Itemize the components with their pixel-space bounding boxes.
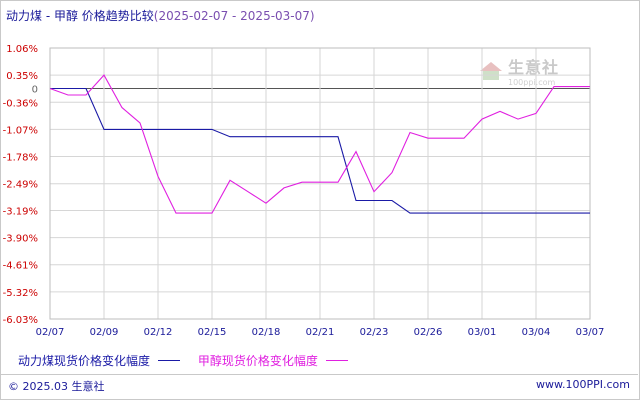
x-tick-label: 03/01 [468, 327, 497, 338]
x-tick-label: 02/18 [252, 327, 281, 338]
title-date-range: (2025-02-07 - 2025-03-07) [153, 9, 315, 23]
y-tick-label: -0.36% [3, 98, 38, 109]
footer-site-link[interactable]: www.100PPI.com [536, 378, 630, 391]
legend-label-series2: 甲醇现货价格变化幅度 [197, 354, 318, 368]
chart-title: 动力煤 - 甲醇 价格趋势比较(2025-02-07 - 2025-03-07) [6, 7, 315, 24]
x-tick-label: 02/15 [198, 327, 227, 338]
footer-divider [0, 374, 638, 375]
title-main: 动力煤 - 甲醇 价格趋势比较 [6, 9, 154, 23]
y-tick-label: -1.07% [3, 125, 38, 136]
x-tick-label: 03/04 [522, 327, 551, 338]
y-tick-label: -3.90% [3, 234, 38, 245]
legend-label-series1: 动力煤现货价格变化幅度 [18, 354, 151, 368]
y-tick-label: -6.03% [3, 315, 38, 326]
legend-swatch-series2 [325, 360, 348, 361]
legend-item-series1: 动力煤现货价格变化幅度 [18, 352, 181, 369]
footer-copyright: © 2025.03 生意社 [8, 380, 105, 393]
watermark-sub: 100ppi.com [508, 78, 556, 87]
x-tick-label: 02/09 [90, 327, 119, 338]
y-tick-label: -3.19% [3, 206, 38, 217]
legend-item-series2: 甲醇现货价格变化幅度 [198, 352, 348, 369]
y-tick-label: 0 [32, 85, 38, 96]
x-tick-label: 03/07 [576, 327, 605, 338]
y-tick-label: -1.78% [3, 153, 38, 164]
legend-swatch-series1 [158, 360, 181, 361]
x-tick-label: 02/12 [144, 327, 173, 338]
y-tick-label: 1.06% [6, 44, 38, 55]
y-tick-label: 0.35% [6, 71, 38, 82]
watermark-text: 生意社 [508, 58, 560, 77]
y-tick-label: -4.61% [3, 261, 38, 272]
x-tick-label: 02/21 [306, 327, 335, 338]
x-tick-label: 02/26 [414, 327, 443, 338]
plot-area-border [49, 47, 591, 320]
y-tick-label: -5.32% [3, 288, 38, 299]
series-line-1 [50, 87, 590, 214]
legend: 动力煤现货价格变化幅度 甲醇现货价格变化幅度 [18, 352, 362, 369]
x-tick-label: 02/23 [360, 327, 389, 338]
series-line-2 [49, 74, 590, 214]
x-tick-label: 02/07 [36, 327, 65, 338]
y-tick-label: -2.49% [3, 180, 38, 191]
